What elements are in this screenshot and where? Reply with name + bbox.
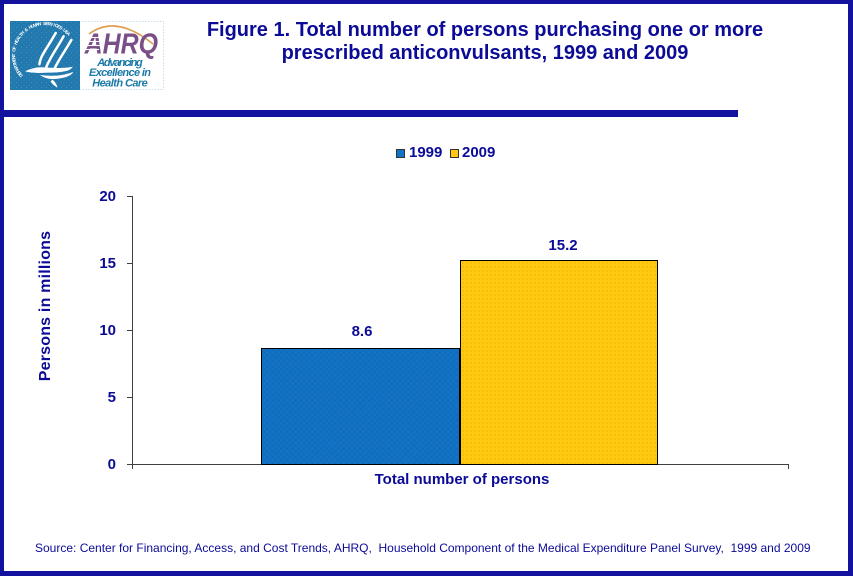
svg-text:Advancing: Advancing: [96, 57, 143, 69]
svg-text:I: I: [53, 22, 56, 27]
svg-text:F: F: [12, 46, 18, 50]
svg-text:M: M: [32, 22, 37, 28]
svg-text:H: H: [20, 30, 26, 36]
svg-text:M: M: [11, 60, 17, 65]
svg-text:C: C: [54, 23, 60, 29]
svg-text:E: E: [56, 24, 61, 30]
svg-text:E: E: [11, 58, 16, 62]
svg-text:U: U: [62, 28, 68, 34]
svg-text:&: &: [23, 26, 29, 32]
svg-text:T: T: [12, 62, 18, 66]
svg-text:N: N: [11, 56, 16, 60]
svg-text:H: H: [13, 41, 19, 46]
svg-text:T: T: [18, 32, 24, 38]
svg-text:S: S: [43, 21, 46, 26]
svg-text:D: D: [17, 72, 23, 78]
svg-text:U: U: [30, 23, 35, 29]
svg-text:P: P: [15, 69, 21, 74]
svg-text:E: E: [14, 38, 20, 43]
svg-text:L: L: [17, 34, 23, 39]
svg-text:N: N: [38, 21, 42, 26]
svg-text:R: R: [13, 64, 19, 70]
svg-text:S: S: [64, 29, 70, 35]
svg-text:E: E: [16, 71, 22, 76]
svg-text:A: A: [65, 31, 71, 37]
svg-text:·: ·: [61, 27, 65, 32]
svg-text:A: A: [14, 66, 20, 72]
svg-text:Health Care: Health Care: [92, 78, 148, 90]
svg-text:A: A: [35, 21, 40, 27]
svg-text:Excellence in: Excellence in: [89, 67, 151, 79]
svg-text:R: R: [47, 21, 52, 27]
svg-text:V: V: [50, 21, 54, 27]
svg-text:E: E: [45, 21, 48, 26]
svg-text:AHRQ: AHRQ: [84, 29, 158, 61]
svg-text:T: T: [11, 53, 16, 56]
svg-text:S: S: [58, 25, 63, 31]
svg-text:O: O: [11, 47, 17, 52]
svg-text:H: H: [28, 24, 33, 30]
svg-text:A: A: [15, 35, 21, 41]
